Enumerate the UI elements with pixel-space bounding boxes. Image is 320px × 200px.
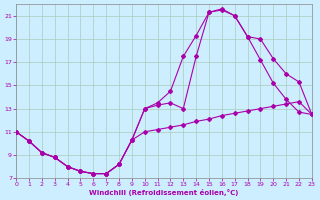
X-axis label: Windchill (Refroidissement éolien,°C): Windchill (Refroidissement éolien,°C) [89, 189, 239, 196]
